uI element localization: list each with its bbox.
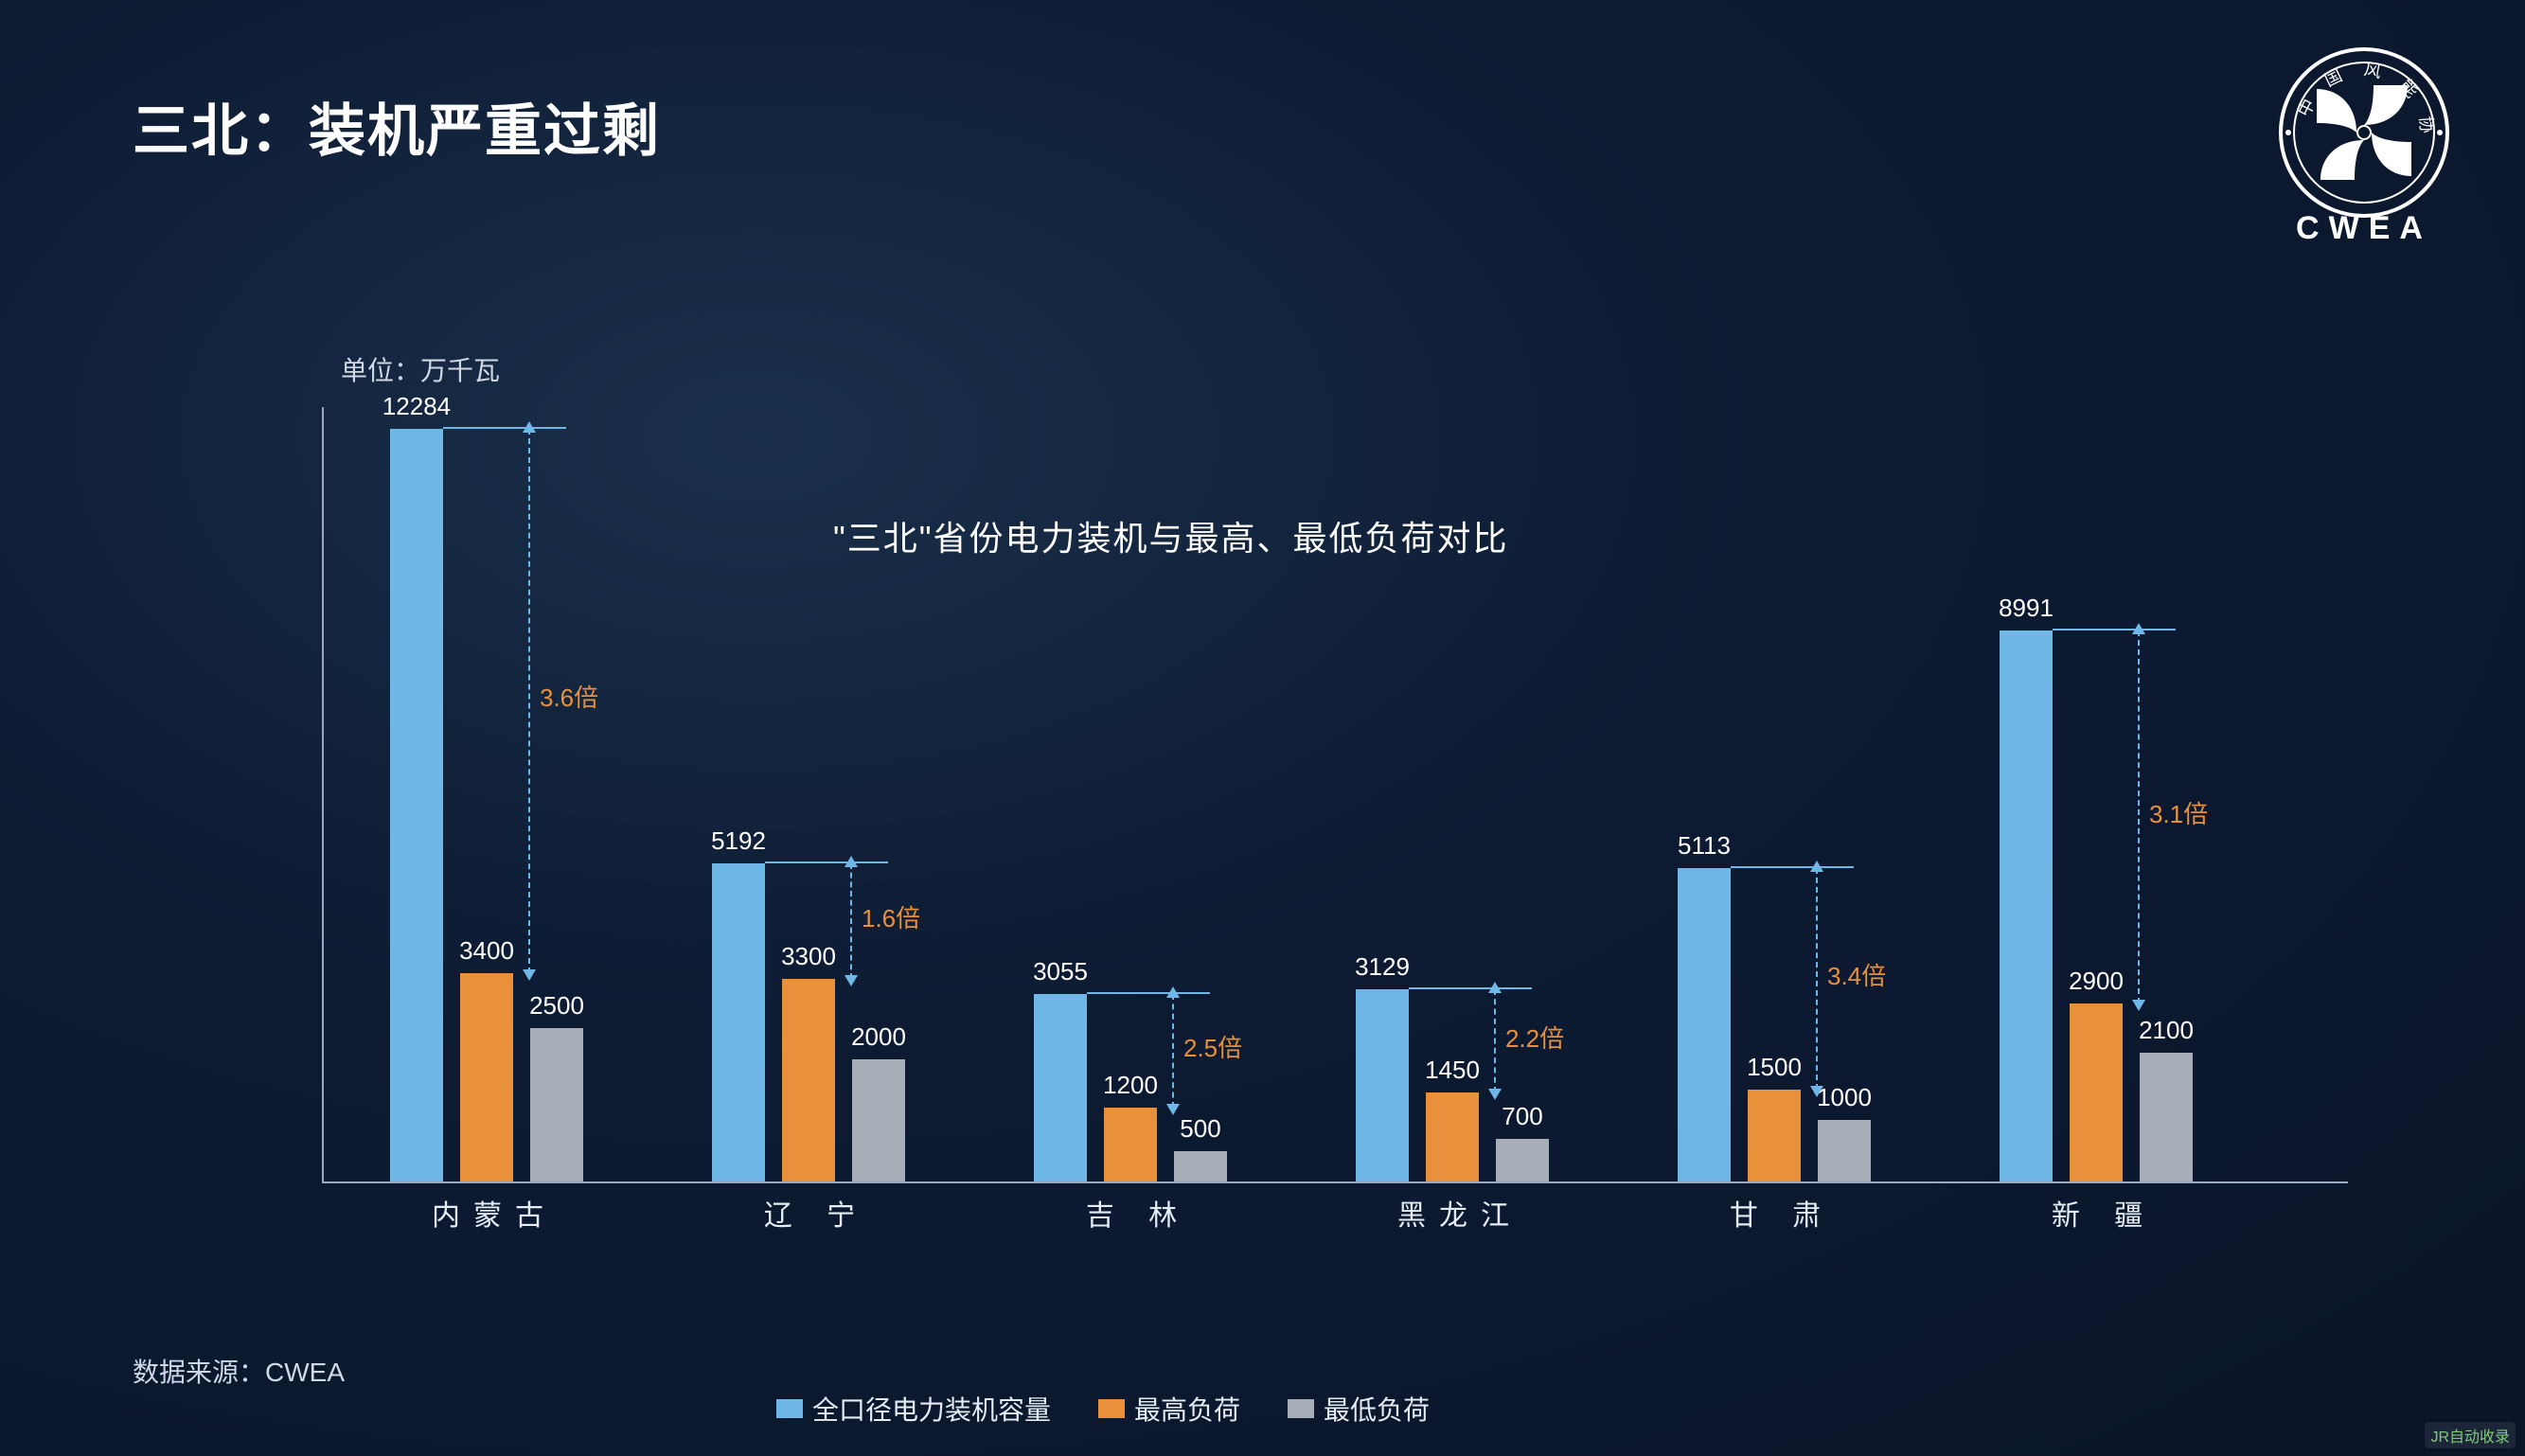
bar-value-label: 5192 [691,826,786,856]
tick-line [2053,629,2176,630]
bar-value-label: 5113 [1657,831,1751,861]
bar-low [852,1059,905,1182]
bar-value-label: 12284 [369,392,464,421]
bar-value-label: 2100 [2119,1016,2214,1045]
legend-swatch [776,1399,803,1418]
ratio-label: 3.1倍 [2149,795,2208,830]
legend-label: 最高负荷 [1134,1390,1240,1428]
arrow-head-icon [1166,1104,1180,1115]
arrow-head-icon [845,975,858,986]
source-label: 数据来源：CWEA [133,1352,345,1390]
bar-low [1496,1139,1549,1181]
bar-peak [1104,1108,1157,1181]
tick-line [765,861,888,863]
ratio-label: 3.6倍 [540,679,598,714]
legend-item-low: 最低负荷 [1288,1390,1430,1428]
legend-label: 全口径电力装机容量 [812,1390,1051,1428]
bar-value-label: 3055 [1013,957,1108,986]
bar-value-label: 1200 [1083,1071,1178,1100]
legend-item-capacity: 全口径电力装机容量 [776,1390,1051,1428]
ratio-label: 2.5倍 [1183,1029,1242,1064]
tick-line [443,427,566,429]
bar-value-label: 1450 [1405,1056,1500,1085]
bar-low [2140,1053,2193,1181]
bar-value-label: 2000 [831,1022,926,1052]
bar-value-label: 700 [1475,1102,1570,1131]
tick-line [1731,866,1854,868]
bar-peak [1426,1092,1479,1181]
bar-capacity [712,863,765,1181]
bar-value-label: 1500 [1727,1053,1822,1082]
category-label: 黑龙江 [1327,1192,1592,1234]
ratio-arrow [528,429,530,973]
bar-low [1818,1120,1871,1181]
bar-capacity [2000,630,2053,1181]
ratio-arrow [1494,989,1496,1092]
legend-swatch [1288,1399,1314,1418]
bar-capacity [1034,994,1087,1181]
bar-value-label: 3400 [439,936,534,966]
bar-capacity [1678,868,1731,1181]
category-label: 吉 林 [1005,1192,1271,1234]
slide: 三北：装机严重过剩 中 国 风 能 协 会 CWEA 单位：万千瓦 "三北"省份… [0,0,2525,1456]
bar-value-label: 2900 [2049,967,2143,996]
slide-title: 三北：装机严重过剩 [133,85,661,168]
arrow-head-icon [1488,1089,1502,1100]
bar-value-label: 500 [1153,1114,1248,1144]
bar-peak [782,979,835,1181]
bar-low [530,1028,583,1181]
arrow-head-icon [523,969,536,981]
ratio-label: 2.2倍 [1505,1020,1564,1055]
tick-line [1087,992,1210,994]
plot-area: 内蒙古12284340025003.6倍辽 宁5192330020001.6倍吉… [322,407,2348,1183]
watermark: JR自动收录 [2425,1422,2516,1448]
bar-capacity [1356,989,1409,1181]
bar-value-label: 3129 [1335,952,1430,982]
bar-low [1174,1151,1227,1181]
ratio-arrow [1816,868,1818,1090]
legend-label: 最低负荷 [1324,1390,1430,1428]
category-label: 甘 肃 [1649,1192,1914,1234]
bar-value-label: 8991 [1979,594,2073,623]
bar-capacity [390,429,443,1181]
category-label: 辽 宁 [684,1192,949,1234]
ratio-label: 1.6倍 [862,899,920,934]
category-label: 内蒙古 [362,1192,627,1234]
bar-peak [1748,1090,1801,1181]
logo-text-en: CWEA [2296,210,2432,246]
bar-value-label: 3300 [761,942,856,971]
legend-swatch [1098,1399,1125,1418]
legend-item-peak: 最高负荷 [1098,1390,1240,1428]
bar-value-label: 2500 [509,991,604,1021]
tick-line [1409,987,1532,989]
unit-label: 单位：万千瓦 [341,350,500,388]
ratio-label: 3.4倍 [1827,957,1886,992]
arrow-head-icon [2132,1000,2145,1011]
cwea-logo: 中 国 风 能 协 会 CWEA [2260,38,2468,246]
ratio-arrow [850,863,852,980]
bar-peak [460,973,513,1181]
legend: 全口径电力装机容量 最高负荷 最低负荷 [776,1390,1430,1428]
ratio-arrow [1172,994,1174,1108]
bar-chart: 内蒙古12284340025003.6倍辽 宁5192330020001.6倍吉… [322,407,2348,1240]
ratio-arrow [2138,630,2140,1003]
category-label: 新 疆 [1971,1192,2236,1234]
bar-peak [2070,1003,2123,1181]
arrow-head-icon [1810,1086,1823,1097]
